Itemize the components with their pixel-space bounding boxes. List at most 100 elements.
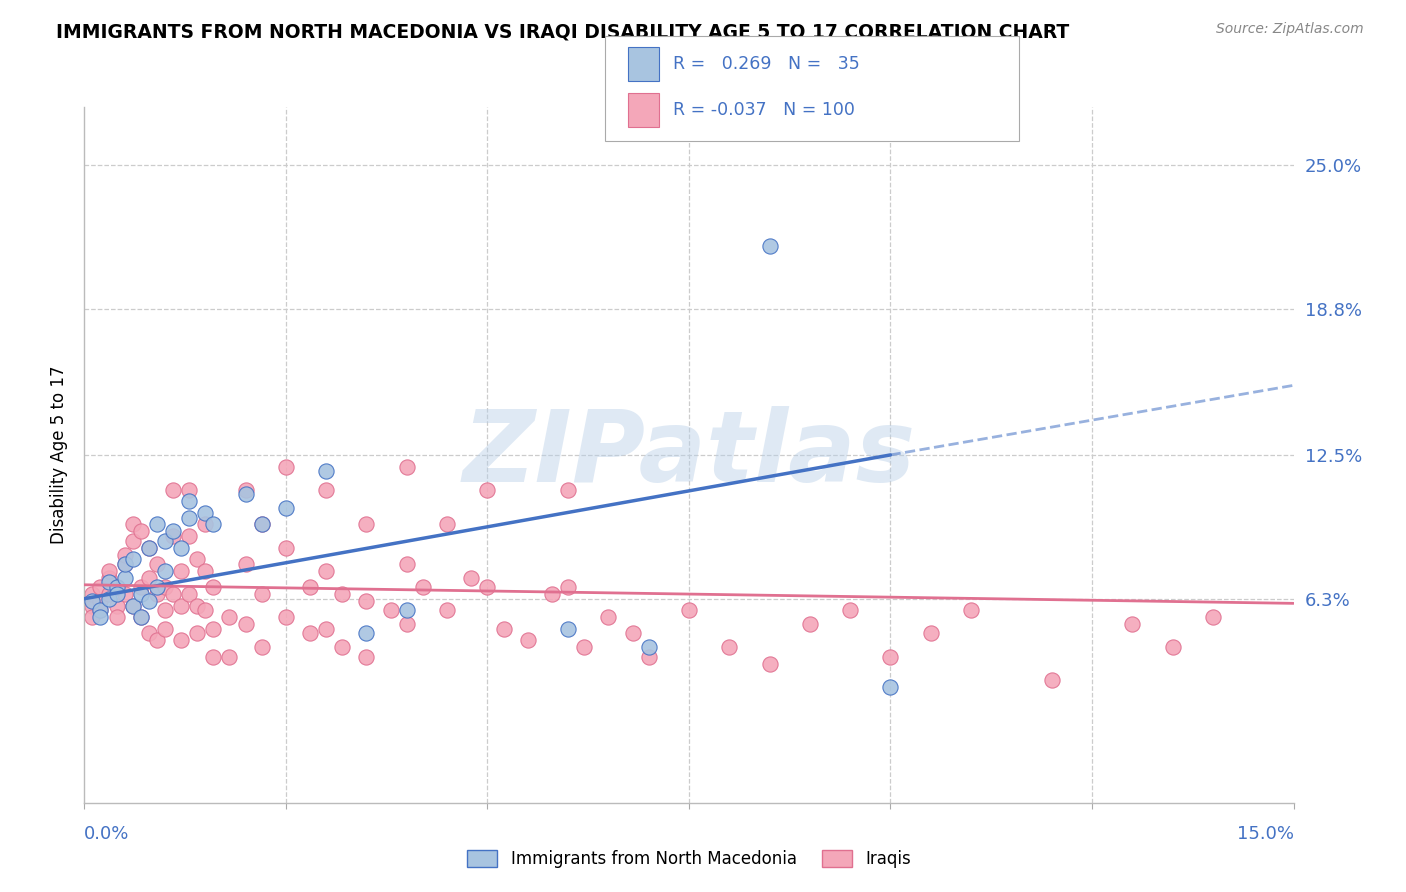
Point (202, 622, 225, 636)
Point (299, 580, 322, 594)
Point (179, 494, 201, 508)
Text: 0.0%: 0.0% (84, 825, 129, 843)
Point (82, 610, 104, 624)
Point (89, 594, 111, 608)
Point (114, 571, 136, 585)
Point (194, 517, 217, 532)
Point (758, 239, 780, 253)
Point (114, 548, 136, 562)
Point (114, 587, 136, 601)
Point (129, 587, 152, 601)
Text: Source: ZipAtlas.com: Source: ZipAtlas.com (1216, 22, 1364, 37)
Point (97, 591, 120, 606)
Point (97, 575, 120, 590)
Point (315, 622, 337, 636)
Point (218, 649, 240, 664)
Point (541, 587, 564, 601)
Point (121, 552, 143, 566)
Point (274, 541, 297, 555)
Point (97, 564, 120, 578)
Point (235, 557, 257, 571)
Point (920, 626, 942, 640)
Point (202, 649, 225, 664)
Point (179, 529, 201, 543)
Point (129, 610, 152, 624)
Point (153, 533, 176, 548)
Point (153, 564, 176, 578)
Point (162, 529, 184, 543)
Point (114, 557, 136, 571)
Point (138, 626, 160, 640)
Point (194, 564, 217, 578)
Point (179, 483, 201, 497)
Point (114, 557, 136, 571)
Point (194, 603, 217, 617)
Point (235, 617, 257, 632)
Point (250, 517, 273, 532)
Point (395, 603, 418, 617)
Point (356, 626, 378, 640)
Point (121, 517, 143, 532)
Point (436, 603, 458, 617)
Point (395, 459, 418, 474)
Point (162, 587, 184, 601)
Point (395, 617, 418, 632)
Point (121, 533, 143, 548)
Point (1040, 673, 1063, 687)
Point (138, 541, 160, 555)
Point (105, 580, 128, 594)
Point (477, 483, 499, 497)
Point (516, 633, 538, 648)
Point (315, 564, 337, 578)
Point (170, 633, 193, 648)
Point (356, 594, 378, 608)
Point (138, 594, 160, 608)
Point (1161, 640, 1184, 655)
Text: 15.0%: 15.0% (1236, 825, 1294, 843)
Point (105, 610, 128, 624)
Point (186, 626, 208, 640)
Point (492, 622, 515, 636)
Point (299, 626, 322, 640)
Point (82, 599, 104, 613)
Point (758, 657, 780, 671)
Point (315, 464, 337, 478)
Text: R = -0.037   N = 100: R = -0.037 N = 100 (673, 101, 855, 119)
Text: IMMIGRANTS FROM NORTH MACEDONIA VS IRAQI DISABILITY AGE 5 TO 17 CORRELATION CHAR: IMMIGRANTS FROM NORTH MACEDONIA VS IRAQI… (56, 22, 1070, 41)
Point (89, 610, 111, 624)
Point (162, 524, 184, 539)
Point (572, 640, 595, 655)
Point (879, 680, 901, 694)
Point (395, 557, 418, 571)
Point (202, 517, 225, 532)
Point (412, 580, 434, 594)
Point (879, 649, 901, 664)
Point (194, 506, 217, 520)
Point (250, 640, 273, 655)
Point (678, 603, 700, 617)
Point (235, 487, 257, 501)
Point (179, 510, 201, 524)
Point (162, 483, 184, 497)
Point (186, 599, 208, 613)
Point (330, 587, 353, 601)
Point (799, 617, 821, 632)
Point (380, 603, 402, 617)
Point (274, 501, 297, 516)
Point (839, 603, 862, 617)
Point (179, 587, 201, 601)
Point (315, 483, 337, 497)
Point (356, 517, 378, 532)
Point (82, 587, 104, 601)
Y-axis label: Disability Age 5 to 17: Disability Age 5 to 17 (49, 366, 67, 544)
Point (557, 483, 579, 497)
Point (218, 610, 240, 624)
Point (356, 649, 378, 664)
Point (235, 483, 257, 497)
Point (274, 459, 297, 474)
Point (170, 541, 193, 555)
Text: R =   0.269   N =   35: R = 0.269 N = 35 (673, 54, 860, 72)
Point (105, 599, 128, 613)
Point (138, 571, 160, 585)
Point (718, 640, 741, 655)
